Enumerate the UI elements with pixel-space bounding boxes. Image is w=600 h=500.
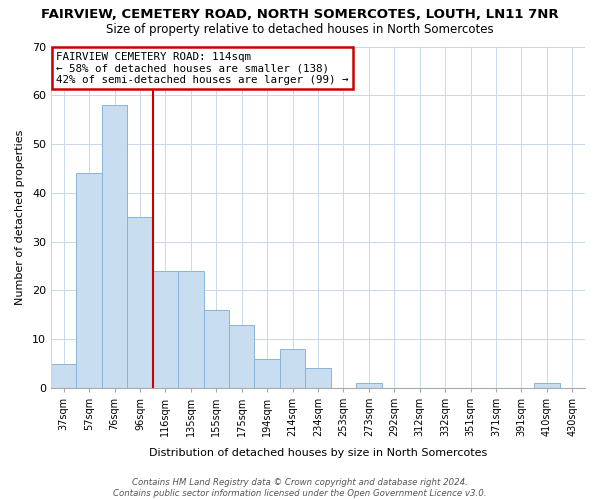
Bar: [203, 310, 229, 388]
Bar: [356, 383, 382, 388]
Bar: [102, 105, 127, 388]
Y-axis label: Number of detached properties: Number of detached properties: [15, 130, 25, 305]
Bar: [305, 368, 331, 388]
Bar: [152, 271, 178, 388]
Text: FAIRVIEW, CEMETERY ROAD, NORTH SOMERCOTES, LOUTH, LN11 7NR: FAIRVIEW, CEMETERY ROAD, NORTH SOMERCOTE…: [41, 8, 559, 20]
Bar: [178, 271, 203, 388]
Text: FAIRVIEW CEMETERY ROAD: 114sqm
← 58% of detached houses are smaller (138)
42% of: FAIRVIEW CEMETERY ROAD: 114sqm ← 58% of …: [56, 52, 349, 85]
Bar: [280, 349, 305, 388]
Bar: [127, 217, 152, 388]
Text: Size of property relative to detached houses in North Somercotes: Size of property relative to detached ho…: [106, 22, 494, 36]
Bar: [51, 364, 76, 388]
Bar: [229, 324, 254, 388]
Bar: [76, 174, 102, 388]
Text: Contains HM Land Registry data © Crown copyright and database right 2024.
Contai: Contains HM Land Registry data © Crown c…: [113, 478, 487, 498]
X-axis label: Distribution of detached houses by size in North Somercotes: Distribution of detached houses by size …: [149, 448, 487, 458]
Bar: [254, 358, 280, 388]
Bar: [534, 383, 560, 388]
